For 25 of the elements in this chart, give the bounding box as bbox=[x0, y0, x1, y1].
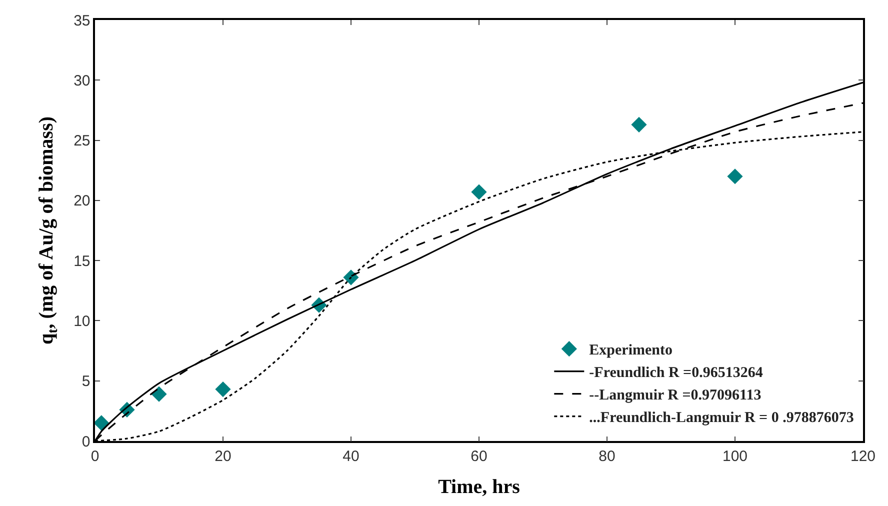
legend-label: -Freundlich R =0.96513264 bbox=[589, 365, 764, 382]
point bbox=[215, 381, 231, 398]
y-tick-label: 35 bbox=[74, 12, 90, 30]
y-tick-label: 0 bbox=[82, 433, 90, 450]
x-axis-title: Time, hrs bbox=[438, 476, 520, 498]
y-tick-label: 15 bbox=[74, 252, 90, 270]
legend-label: Experimento bbox=[589, 342, 672, 359]
x-tick-label: 60 bbox=[470, 448, 488, 465]
y-tick-label: 5 bbox=[82, 373, 90, 390]
y-tick-label: 20 bbox=[74, 192, 90, 210]
x-tick-label: 100 bbox=[722, 448, 748, 465]
x-tick-label: 40 bbox=[342, 448, 360, 465]
y-tick-label: 25 bbox=[74, 132, 90, 150]
legend-label: ...Freundlich-Langmuir R = 0 .978876073 bbox=[589, 410, 854, 426]
x-tick-label: 120 bbox=[850, 448, 876, 465]
point bbox=[471, 184, 487, 200]
legend-label: --Langmuir R =0.97096113 bbox=[589, 388, 762, 404]
x-tick-label: 20 bbox=[214, 448, 232, 465]
x-tick-label: 80 bbox=[598, 448, 616, 465]
point bbox=[151, 386, 167, 402]
point bbox=[631, 116, 647, 132]
y-tick-label: 30 bbox=[74, 72, 90, 90]
y-tick-label: 10 bbox=[74, 312, 90, 330]
point bbox=[95, 415, 110, 431]
point bbox=[727, 168, 743, 184]
